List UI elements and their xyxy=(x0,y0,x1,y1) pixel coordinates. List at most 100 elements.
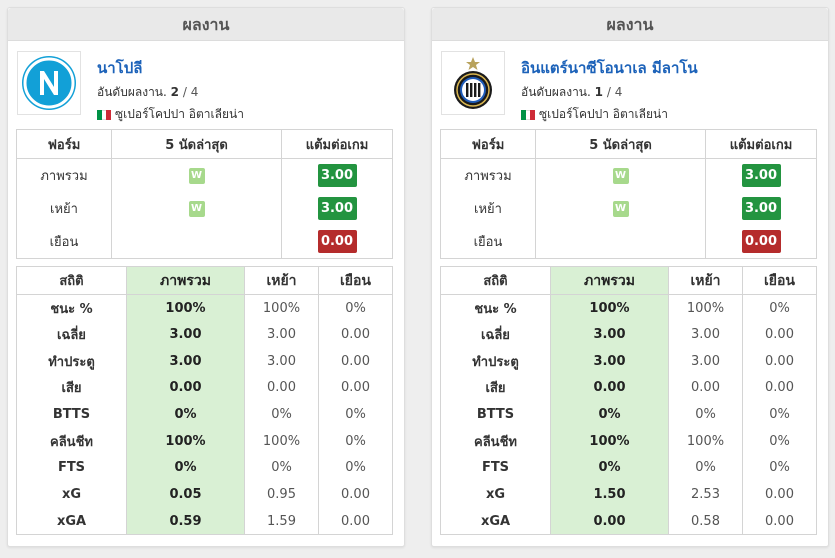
stats-overall-value: 3.00 xyxy=(550,321,669,348)
stats-overall-value: 3.00 xyxy=(126,321,245,348)
ppg-badge: 0.00 xyxy=(741,229,781,253)
stats-away-value: 0.00 xyxy=(742,374,817,402)
stats-home-value: 0.95 xyxy=(244,481,319,508)
form-win-badge[interactable]: W xyxy=(188,167,205,184)
stats-row-label: xG xyxy=(16,481,127,508)
form-row-label: เหย้า xyxy=(440,191,536,225)
stats-row: xG 1.50 2.53 0.00 xyxy=(440,481,817,508)
team-rank: อันดับผลงาน. 1 / 4 xyxy=(521,83,622,102)
ppg-badge: 3.00 xyxy=(317,196,357,220)
stats-header-label: สถิติ xyxy=(16,266,127,295)
ppg-cell: 3.00 xyxy=(281,191,393,225)
stats-away-value: 0.00 xyxy=(318,321,393,348)
stats-overall-value: 100% xyxy=(550,427,669,455)
stats-row-label: ทำประตู xyxy=(16,347,127,375)
stats-home-value: 3.00 xyxy=(244,347,319,375)
inter-crest-icon[interactable] xyxy=(441,51,505,115)
stats-home-value: 1.59 xyxy=(244,508,319,536)
form-row: เหย้า W 3.00 xyxy=(16,191,393,225)
rank-total: 4 xyxy=(614,85,623,99)
stats-overall-value: 0% xyxy=(550,401,669,428)
stats-away-value: 0% xyxy=(742,401,817,428)
stats-row: คลีนชีท 100% 100% 0% xyxy=(16,427,393,455)
form-header-label: ฟอร์ม xyxy=(440,129,536,159)
team-name-link[interactable]: นาโปลี xyxy=(97,59,143,77)
rank-value: 1 xyxy=(594,85,604,99)
rank-label: อันดับผลงาน. xyxy=(521,85,591,99)
ppg-badge: 3.00 xyxy=(741,163,781,187)
stats-overall-value: 1.50 xyxy=(550,481,669,508)
form-cell xyxy=(111,224,282,259)
rank-total: 4 xyxy=(190,85,199,99)
stats-row: เฉลี่ย 3.00 3.00 0.00 xyxy=(440,321,817,348)
team-panel-napoli: ผลงาน นาโปลี อันดับผลงาน. 2 / 4 ซูเปอร์โ… xyxy=(7,7,405,547)
stats-away-value: 0.00 xyxy=(318,508,393,536)
rank-label: อันดับผลงาน. xyxy=(97,85,167,99)
stats-home-value: 3.00 xyxy=(668,321,743,348)
form-header-last5: 5 นัดล่าสุด xyxy=(111,129,282,159)
stats-home-value: 2.53 xyxy=(668,481,743,508)
form-header-ppg: แต้มต่อเกม xyxy=(281,129,393,159)
stats-row-label: เสีย xyxy=(440,374,551,402)
stats-overall-value: 0.00 xyxy=(550,374,669,402)
stats-away-value: 0.00 xyxy=(318,347,393,375)
competition-link[interactable]: ซูเปอร์โคปปา อิตาเลียน่า xyxy=(115,107,244,121)
stats-row-label: xG xyxy=(440,481,551,508)
form-cell xyxy=(535,224,706,259)
panel-header: ผลงาน xyxy=(432,8,828,41)
stats-header-label: สถิติ xyxy=(440,266,551,295)
stats-row-label: คลีนชีท xyxy=(440,427,551,455)
stats-away-value: 0.00 xyxy=(742,347,817,375)
stats-body: ชนะ % 100% 100% 0% เฉลี่ย 3.00 3.00 0.00 ทำประตู… xyxy=(16,294,393,536)
stats-home-value: 0.00 xyxy=(244,374,319,402)
stats-row-label: ชนะ % xyxy=(16,294,127,322)
stats-header-overall: ภาพรวม xyxy=(126,266,245,295)
ppg-badge: 0.00 xyxy=(317,229,357,253)
stats-row: ชนะ % 100% 100% 0% xyxy=(440,294,817,322)
stats-home-value: 100% xyxy=(244,294,319,322)
stats-header-away: เยือน xyxy=(318,266,393,295)
form-win-badge[interactable]: W xyxy=(612,200,629,217)
stats-home-value: 100% xyxy=(668,427,743,455)
form-row-label: ภาพรวม xyxy=(16,158,112,192)
stats-overall-value: 3.00 xyxy=(550,347,669,375)
stats-row: xG 0.05 0.95 0.00 xyxy=(16,481,393,508)
stats-row: xGA 0.59 1.59 0.00 xyxy=(16,508,393,536)
form-win-badge[interactable]: W xyxy=(612,167,629,184)
stats-header-away: เยือน xyxy=(742,266,817,295)
form-header-label: ฟอร์ม xyxy=(16,129,112,159)
italy-flag-icon xyxy=(97,109,112,120)
form-table: ฟอร์ม 5 นัดล่าสุด แต้มต่อเกม ภาพรวม W 3.… xyxy=(440,129,817,259)
stats-row: เฉลี่ย 3.00 3.00 0.00 xyxy=(16,321,393,348)
stats-row-label: เฉลี่ย xyxy=(440,321,551,348)
competition: ซูเปอร์โคปปา อิตาเลียน่า xyxy=(521,105,668,124)
competition-link[interactable]: ซูเปอร์โคปปา อิตาเลียน่า xyxy=(539,107,668,121)
stats-body: ชนะ % 100% 100% 0% เฉลี่ย 3.00 3.00 0.00 ทำประตู… xyxy=(440,294,817,536)
napoli-crest-icon[interactable] xyxy=(17,51,81,115)
stats-row-label: BTTS xyxy=(440,401,551,428)
stats-overall-value: 100% xyxy=(126,294,245,322)
form-row-label: เยือน xyxy=(16,224,112,259)
stats-overall-value: 0.00 xyxy=(550,508,669,536)
stats-overall-value: 100% xyxy=(550,294,669,322)
form-win-badge[interactable]: W xyxy=(188,200,205,217)
stats-overall-value: 0.05 xyxy=(126,481,245,508)
stats-row-label: FTS xyxy=(16,454,127,482)
stats-header-home: เหย้า xyxy=(244,266,319,295)
form-row-label: ภาพรวม xyxy=(440,158,536,192)
stats-row: BTTS 0% 0% 0% xyxy=(16,401,393,428)
ppg-cell: 3.00 xyxy=(705,191,817,225)
team-name-link[interactable]: อินแตร์นาซีโอนาเล มีลาโน xyxy=(521,59,698,77)
stats-home-value: 3.00 xyxy=(244,321,319,348)
stats-header-home: เหย้า xyxy=(668,266,743,295)
ppg-badge: 3.00 xyxy=(741,196,781,220)
team-info: อินแตร์นาซีโอนาเล มีลาโน อันดับผลงาน. 1 … xyxy=(432,41,828,125)
stats-away-value: 0% xyxy=(318,401,393,428)
rank-separator: / xyxy=(182,85,187,99)
stats-away-value: 0.00 xyxy=(742,481,817,508)
stats-table: สถิติ ภาพรวม เหย้า เยือน ชนะ % 100% 100% 0%… xyxy=(440,266,817,536)
stats-row-label: คลีนชีท xyxy=(16,427,127,455)
stats-row: ทำประตู 3.00 3.00 0.00 xyxy=(440,347,817,375)
stats-table: สถิติ ภาพรวม เหย้า เยือน ชนะ % 100% 100% 0%… xyxy=(16,266,393,536)
stats-away-value: 0.00 xyxy=(318,481,393,508)
